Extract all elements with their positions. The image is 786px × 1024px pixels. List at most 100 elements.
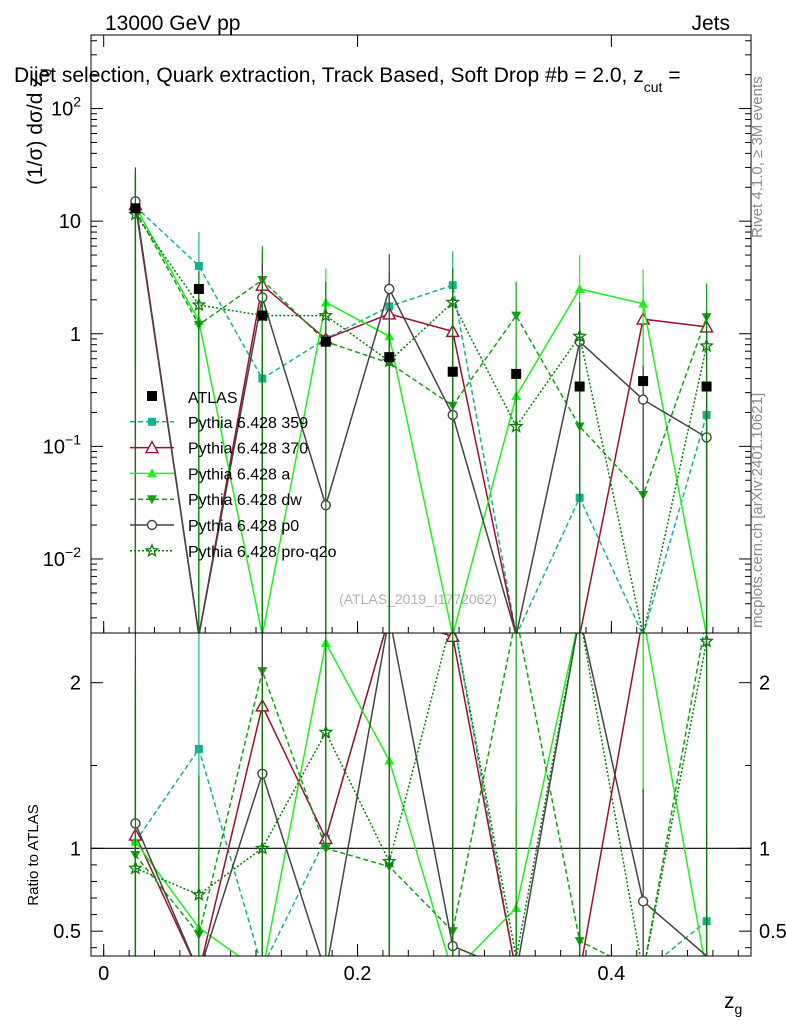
series-2-marker — [574, 283, 585, 293]
plot-title-sub: cut — [644, 79, 663, 95]
series-5-ratio-marker — [127, 860, 143, 875]
legend-marker — [147, 495, 157, 505]
atlas-data-marker — [384, 352, 395, 363]
main-ytick-label-base: 10 — [59, 211, 81, 233]
series-0-ratio-marker — [194, 744, 203, 753]
series-4-marker — [384, 283, 395, 295]
legend-entry-2: Pythia 6.428 a — [130, 466, 290, 483]
ratio-ylabel: Ratio to ATLAS — [25, 804, 42, 905]
atlas-data-marker — [638, 376, 649, 387]
series-5-marker — [318, 307, 334, 322]
series-5-marker — [699, 338, 715, 353]
legend-marker — [147, 468, 157, 478]
ratio-ytick-label: 2 — [70, 673, 81, 695]
ratio-ytick-label: 0.5 — [53, 921, 81, 943]
main-ylabel-sub: g — [35, 68, 51, 76]
legend-label: Pythia 6.428 a — [188, 466, 290, 483]
atlas-data-marker — [511, 368, 522, 379]
rivet-version-text: Rivet 4.1.0, ≥ 3M events — [749, 76, 766, 238]
legend-marker — [144, 542, 160, 558]
legend-label: Pythia 6.428 370 — [188, 441, 308, 458]
atlas-data-marker — [193, 283, 204, 294]
legend-marker — [144, 440, 160, 454]
series-3-line — [134, 209, 708, 497]
main-ytick-label: 10−1 — [43, 431, 81, 458]
atlas-data-marker — [130, 203, 141, 214]
series-0-line — [134, 205, 708, 633]
atlas-data-marker — [574, 381, 585, 392]
legend-entry-3: Pythia 6.428 dw — [130, 492, 302, 509]
series-5-line — [134, 213, 708, 633]
main-ytick-label-base: 10 — [43, 549, 65, 571]
atlas-data-marker — [701, 381, 712, 392]
legend-label: Pythia 6.428 pro-q2o — [188, 544, 337, 561]
plot-title: Dijet selection, Quark extraction, Track… — [14, 64, 681, 95]
series-5-marker — [191, 297, 207, 312]
plot-title-text: Dijet selection, Quark extraction, Track… — [14, 64, 644, 87]
xlabel: zg — [724, 990, 742, 1017]
legend-label: Pythia 6.428 359 — [188, 415, 308, 432]
main-ytick-label-base: 1 — [70, 324, 81, 346]
main-ytick-label: 10 — [59, 211, 81, 233]
series-5-ratio-marker — [318, 724, 334, 739]
main-ytick-label: 102 — [51, 94, 81, 121]
main-ytick-label-exp: −1 — [65, 431, 81, 447]
series-1-ratio-line — [134, 633, 641, 956]
legend-label: Pythia 6.428 p0 — [188, 518, 299, 535]
plot-title-end: = — [662, 64, 680, 87]
series-5-ratio-marker — [699, 633, 715, 648]
series-4-ratio-marker — [637, 896, 649, 907]
legend: ATLAS Pythia 6.428 359 Pythia 6.428 370 Pyt… — [130, 390, 337, 561]
series-4-ratio — [130, 633, 708, 956]
energy-label: 13000 GeV pp — [105, 12, 240, 35]
legend-entry-atlas: ATLAS — [147, 390, 238, 407]
series-3-marker — [511, 311, 522, 321]
ratio-plot-frame — [90, 632, 752, 957]
series-4-marker — [637, 394, 649, 405]
series-5-ratio — [127, 633, 715, 956]
ratio-ytick-label: 1 — [70, 838, 81, 860]
analysis-watermark: (ATLAS_2019_I1772062) — [339, 591, 497, 607]
main-ytick-label-exp: −2 — [65, 544, 81, 560]
series-2-line — [134, 206, 707, 633]
series-0-ratio — [131, 633, 711, 956]
series-4-ratio-line — [134, 633, 708, 956]
series-0-ratio-line — [134, 633, 708, 956]
series-5-marker — [572, 328, 588, 343]
series-0-marker — [194, 261, 203, 270]
series-5-ratio-line — [135, 633, 708, 956]
atlas-data-marker — [320, 336, 331, 347]
series-4-line — [134, 201, 707, 633]
legend-label: Pythia 6.428 dw — [188, 492, 302, 509]
ratio-ytick-label-right: 0.5 — [759, 921, 786, 943]
legend-label: ATLAS — [188, 390, 238, 407]
xtick-label: 0.2 — [344, 963, 372, 985]
series-3-ratio — [130, 633, 708, 956]
series-5-main — [127, 180, 715, 633]
mcplots-text: mcplots.cern.ch [arXiv:2401.10621] — [749, 393, 766, 628]
ratio-ytick-label-right: 2 — [759, 673, 770, 695]
main-ytick-label: 10−2 — [43, 544, 81, 571]
main-ytick-label-base: 10 — [51, 99, 73, 121]
xlabel-text: z — [724, 990, 735, 1013]
series-5-ratio-marker — [254, 840, 270, 855]
atlas-data-points — [130, 203, 712, 392]
main-ytick-label-base: 10 — [43, 436, 65, 458]
xtick-label: 0.4 — [597, 963, 625, 985]
main-ytick-label: 1 — [70, 324, 81, 346]
series-1-line — [134, 204, 707, 633]
legend-marker — [148, 417, 156, 426]
legend-entry-4: Pythia 6.428 p0 — [130, 518, 299, 535]
main-ytick-label-exp: 2 — [73, 94, 81, 110]
series-5-marker — [508, 418, 524, 433]
series-2-ratio-line — [134, 633, 705, 956]
legend-atlas-marker — [147, 391, 157, 401]
legend-entry-5: Pythia 6.428 pro-q2o — [130, 542, 337, 561]
series-5-marker — [445, 294, 461, 309]
xlabel-sub: g — [735, 1001, 743, 1017]
category-label: Jets — [691, 12, 730, 35]
legend-entry-0: Pythia 6.428 359 — [130, 415, 308, 432]
ratio-ytick-label-right: 1 — [759, 838, 770, 860]
